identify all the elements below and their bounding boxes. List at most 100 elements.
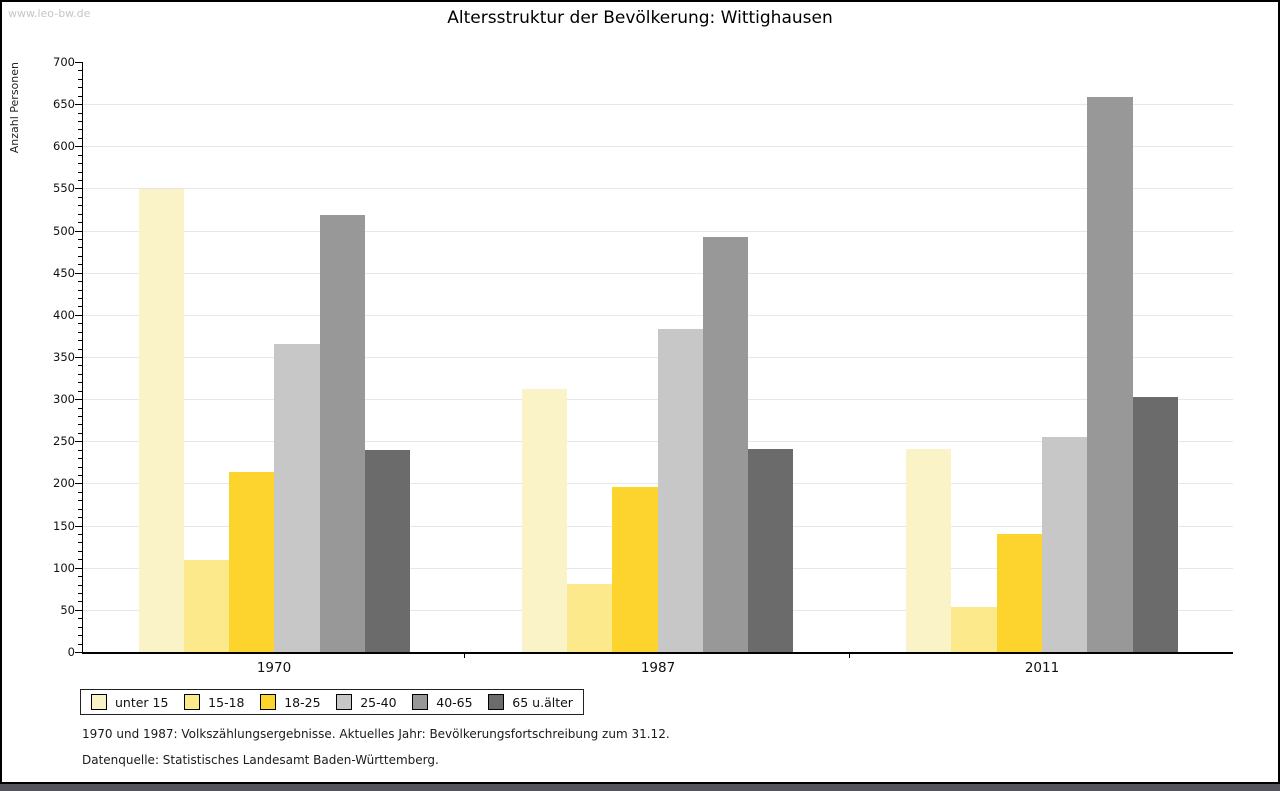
gridline [83,315,1233,316]
bar-2011-18-25 [997,534,1042,652]
legend-label: 15-18 [208,694,245,710]
legend-item: 25-40 [336,694,397,710]
y-minor-tick [78,450,83,451]
y-major-tick [75,399,83,400]
y-major-tick [75,104,83,105]
y-minor-tick [78,408,83,409]
y-minor-tick [78,239,83,240]
bottom-band [0,784,1280,791]
legend-item: 40-65 [412,694,473,710]
y-minor-tick [78,222,83,223]
y-minor-tick [78,155,83,156]
footnote-line1: 1970 und 1987: Volkszählungsergebnisse. … [82,727,670,741]
legend-label: 40-65 [436,694,473,710]
y-major-tick [75,610,83,611]
y-major-tick [75,273,83,274]
gridline [83,146,1233,147]
legend-label: 65 u.älter [512,694,573,710]
legend-item: 65 u.älter [488,694,573,710]
legend-label: 25-40 [360,694,397,710]
y-minor-tick [78,281,83,282]
y-minor-tick [78,601,83,602]
bar-2011-25-40 [1042,437,1087,652]
bar-2011-15-18 [951,607,997,652]
y-minor-tick [78,517,83,518]
bar-1970-18-25 [229,472,274,652]
x-separator-tick [849,654,850,658]
y-minor-tick [78,492,83,493]
y-minor-tick [78,551,83,552]
y-minor-tick [78,576,83,577]
plot-area: 0 50 100 150 200 250 300 350 400 450 500 550 600 650 7… [53,55,1233,676]
y-minor-tick [78,644,83,645]
gridline [83,188,1233,189]
y-axis-title: Anzahl Personen [8,62,21,154]
y-minor-tick [78,113,83,114]
y-major-tick [75,441,83,442]
y-minor-tick [78,593,83,594]
y-minor-tick [78,433,83,434]
legend-swatch [91,694,107,710]
y-minor-tick [78,129,83,130]
y-minor-tick [78,534,83,535]
legend-label: 18-25 [284,694,321,710]
y-minor-tick [78,618,83,619]
y-minor-tick [78,264,83,265]
y-minor-tick [78,138,83,139]
y-major-tick [75,315,83,316]
legend-label: unter 15 [115,694,169,710]
legend-swatch [336,694,353,710]
y-minor-tick [78,349,83,350]
legend-swatch [184,694,201,710]
y-major-tick [75,188,83,189]
y-minor-tick [78,205,83,206]
y-tick-label: 500 [53,224,75,238]
bar-2011-40-65 [1087,97,1133,652]
site-watermark: www.leo-bw.de [8,7,91,20]
legend-item: 15-18 [184,694,245,710]
y-minor-tick [78,323,83,324]
legend-swatch [488,694,505,710]
y-major-tick [75,231,83,232]
bar-1970-25-40 [274,344,320,652]
bar-1987-15-18 [567,584,612,652]
footnote-line2: Datenquelle: Statistisches Landesamt Bad… [82,753,439,767]
y-minor-tick [78,475,83,476]
page-title: Altersstruktur der Bevölkerung: Wittigha… [447,8,833,28]
bar-1987-18-25 [612,487,658,652]
y-major-tick [75,62,83,63]
y-minor-tick [78,121,83,122]
y-minor-tick [78,79,83,80]
y-minor-tick [78,585,83,586]
bar-1970-65-u.älter [365,450,410,652]
bar-2011-65-u.älter [1133,397,1178,652]
y-minor-tick [78,180,83,181]
y-tick-label: 450 [53,266,75,280]
y-tick-label: 350 [53,350,75,364]
y-major-tick [75,483,83,484]
bar-2011-unter-15 [906,449,951,652]
y-tick-label: 150 [53,519,75,533]
y-minor-tick [78,467,83,468]
y-minor-tick [78,374,83,375]
y-minor-tick [78,340,83,341]
y-minor-tick [78,542,83,543]
y-minor-tick [78,298,83,299]
y-minor-tick [78,70,83,71]
bar-1987-65-u.älter [748,449,793,652]
y-minor-tick [78,416,83,417]
y-minor-tick [78,247,83,248]
legend-item: 18-25 [260,694,321,710]
bar-1970-40-65 [320,215,365,652]
bar-1987-25-40 [658,329,703,652]
x-separator-tick [464,654,465,658]
gridline [83,104,1233,105]
bar-1987-unter-15 [522,389,567,652]
y-minor-tick [78,627,83,628]
y-minor-tick [78,96,83,97]
legend-swatch [260,694,277,710]
x-axis-label: 1970 [256,660,292,676]
y-minor-tick [78,332,83,333]
gridline [83,231,1233,232]
